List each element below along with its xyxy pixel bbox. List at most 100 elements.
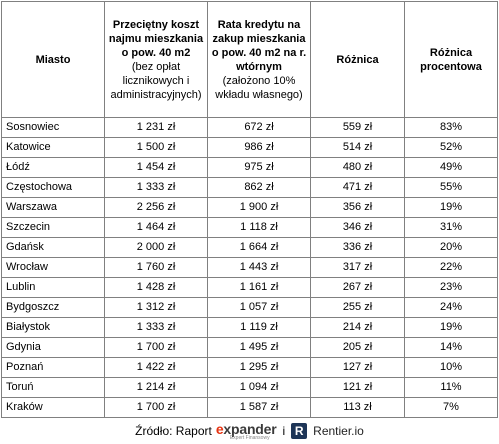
- cell-rent: 2 256 zł: [104, 197, 208, 218]
- cell-pct: 49%: [404, 157, 498, 178]
- expander-logo-word: expander: [216, 422, 277, 436]
- cell-city: Toruń: [1, 377, 105, 398]
- cell-rent: 1 428 zł: [104, 277, 208, 298]
- table-row: Gdańsk 2 000 zł 1 664 zł 336 zł 20%: [1, 237, 498, 258]
- header-row: Miasto Przeciętny koszt najmu mieszkania…: [1, 1, 498, 118]
- expander-logo-subtitle: Expert Finansowy: [229, 434, 270, 441]
- header-diff-label: Różnica: [336, 53, 379, 66]
- cell-loan: 1 443 zł: [207, 257, 311, 278]
- cell-rent: 1 333 zł: [104, 177, 208, 198]
- table-body: Sosnowiec 1 231 zł 672 zł 559 zł 83% Katowice…: [1, 117, 498, 418]
- cell-pct: 10%: [404, 357, 498, 378]
- expander-logo-prefix: e: [215, 420, 224, 437]
- cell-pct: 20%: [404, 237, 498, 258]
- table-row: Katowice 1 500 zł 986 zł 514 zł 52%: [1, 137, 498, 158]
- cell-rent: 1 464 zł: [104, 217, 208, 238]
- rentier-logo-icon: R: [291, 423, 308, 439]
- cell-rent: 2 000 zł: [104, 237, 208, 258]
- cell-diff: 255 zł: [310, 297, 405, 318]
- cell-diff: 127 zł: [310, 357, 405, 378]
- cell-diff: 121 zł: [310, 377, 405, 398]
- cell-rent: 1 312 zł: [104, 297, 208, 318]
- header-loan-note: (założono 10% wkładu własnego): [215, 74, 303, 101]
- cell-pct: 24%: [404, 297, 498, 318]
- cell-city: Warszawa: [1, 197, 105, 218]
- cell-pct: 52%: [404, 137, 498, 158]
- cell-diff: 267 zł: [310, 277, 405, 298]
- cell-city: Lublin: [1, 277, 105, 298]
- cell-loan: 1 094 zł: [207, 377, 311, 398]
- cell-loan: 1 119 zł: [207, 317, 311, 338]
- cell-rent: 1 760 zł: [104, 257, 208, 278]
- cell-rent: 1 500 zł: [104, 137, 208, 158]
- cell-city: Katowice: [1, 137, 105, 158]
- header-loan: Rata kredytu na zakup mieszkania o pow. …: [207, 1, 311, 118]
- cell-city: Poznań: [1, 357, 105, 378]
- cell-diff: 113 zł: [310, 397, 405, 418]
- cell-pct: 55%: [404, 177, 498, 198]
- header-diff: Różnica: [310, 1, 405, 118]
- header-city-label: Miasto: [35, 53, 71, 66]
- cell-pct: 83%: [404, 117, 498, 138]
- header-rent: Przeciętny koszt najmu mieszkania o pow.…: [104, 1, 208, 118]
- cell-loan: 1 057 zł: [207, 297, 311, 318]
- cell-pct: 23%: [404, 277, 498, 298]
- header-diff-pct: Różnica procentowa: [404, 1, 498, 118]
- table-row: Częstochowa 1 333 zł 862 zł 471 zł 55%: [1, 177, 498, 198]
- table-row: Kraków 1 700 zł 1 587 zł 113 zł 7%: [1, 397, 498, 418]
- cell-loan: 1 118 zł: [207, 217, 311, 238]
- cell-city: Białystok: [1, 317, 105, 338]
- cell-rent: 1 454 zł: [104, 157, 208, 178]
- header-loan-label: Rata kredytu na zakup mieszkania o pow. …: [211, 18, 307, 73]
- cell-city: Kraków: [1, 397, 105, 418]
- rentier-logo-name: Rentier.io: [313, 424, 364, 438]
- cell-city: Częstochowa: [1, 177, 105, 198]
- expander-logo-rest: xpander: [223, 420, 277, 437]
- cell-loan: 1 664 zł: [207, 237, 311, 258]
- table-row: Sosnowiec 1 231 zł 672 zł 559 zł 83%: [1, 117, 498, 138]
- cell-rent: 1 214 zł: [104, 377, 208, 398]
- cell-pct: 22%: [404, 257, 498, 278]
- header-diff-pct-label: Różnica procentowa: [420, 46, 482, 73]
- table-row: Lublin 1 428 zł 1 161 zł 267 zł 23%: [1, 277, 498, 298]
- cell-diff: 514 zł: [310, 137, 405, 158]
- cell-loan: 1 587 zł: [207, 397, 311, 418]
- source-label: Źródło: Raport: [135, 424, 212, 438]
- and-label: i: [282, 424, 286, 438]
- cell-diff: 317 zł: [310, 257, 405, 278]
- cell-pct: 11%: [404, 377, 498, 398]
- cell-diff: 214 zł: [310, 317, 405, 338]
- table-row: Białystok 1 333 zł 1 119 zł 214 zł 19%: [1, 317, 498, 338]
- cell-diff: 356 zł: [310, 197, 405, 218]
- header-rent-note: (bez opłat licznikowych i administracyjn…: [110, 60, 202, 101]
- cell-city: Bydgoszcz: [1, 297, 105, 318]
- cell-rent: 1 231 zł: [104, 117, 208, 138]
- cell-diff: 471 zł: [310, 177, 405, 198]
- cell-diff: 205 zł: [310, 337, 405, 358]
- cell-loan: 975 zł: [207, 157, 311, 178]
- table-row: Gdynia 1 700 zł 1 495 zł 205 zł 14%: [1, 337, 498, 358]
- table-row: Toruń 1 214 zł 1 094 zł 121 zł 11%: [1, 377, 498, 398]
- cell-city: Sosnowiec: [1, 117, 105, 138]
- cell-pct: 31%: [404, 217, 498, 238]
- cell-loan: 1 295 zł: [207, 357, 311, 378]
- source-footer: Źródło: Raport expander Expert Finansowy…: [0, 420, 499, 442]
- cell-diff: 480 zł: [310, 157, 405, 178]
- rent-vs-loan-table: Miasto Przeciętny koszt najmu mieszkania…: [1, 1, 498, 418]
- cell-city: Szczecin: [1, 217, 105, 238]
- table-header: Miasto Przeciętny koszt najmu mieszkania…: [1, 1, 498, 118]
- cell-diff: 559 zł: [310, 117, 405, 138]
- table-row: Bydgoszcz 1 312 zł 1 057 zł 255 zł 24%: [1, 297, 498, 318]
- cell-city: Gdynia: [1, 337, 105, 358]
- cell-pct: 7%: [404, 397, 498, 418]
- cell-rent: 1 422 zł: [104, 357, 208, 378]
- cell-diff: 346 zł: [310, 217, 405, 238]
- cell-loan: 1 900 zł: [207, 197, 311, 218]
- cell-rent: 1 700 zł: [104, 397, 208, 418]
- cell-city: Łódź: [1, 157, 105, 178]
- cell-city: Wrocław: [1, 257, 105, 278]
- cell-loan: 1 495 zł: [207, 337, 311, 358]
- cell-rent: 1 700 zł: [104, 337, 208, 358]
- cell-pct: 14%: [404, 337, 498, 358]
- header-city: Miasto: [1, 1, 105, 118]
